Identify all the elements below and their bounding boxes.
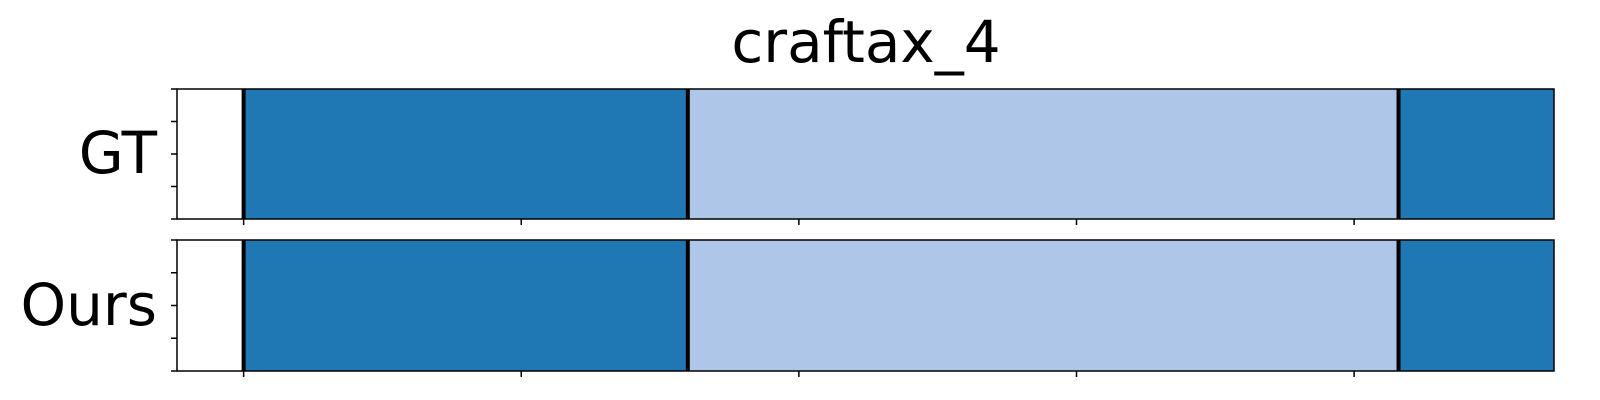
row-gt: GT [79,88,1555,225]
ours-segment-1 [243,240,688,371]
gt-segment-3 [1398,89,1554,219]
ours-y-ticks [171,239,177,372]
ours-segment-2 [687,240,1399,371]
gt-segments [243,89,1554,219]
chart-title: craftax_4 [731,8,1000,76]
ours-x-ticks [242,371,1355,377]
gt-y-ticks [171,88,177,220]
row-label-gt: GT [79,119,158,187]
ours-boundaries [241,240,1401,371]
ours-segment-3 [1398,240,1554,371]
gt-segment-1 [243,89,688,219]
gt-x-ticks [242,219,1355,225]
ours-segments [243,240,1554,371]
row-ours: Ours [21,239,1555,377]
gt-boundaries [241,89,1401,219]
gt-segment-2 [687,89,1399,219]
row-label-ours: Ours [21,271,157,339]
